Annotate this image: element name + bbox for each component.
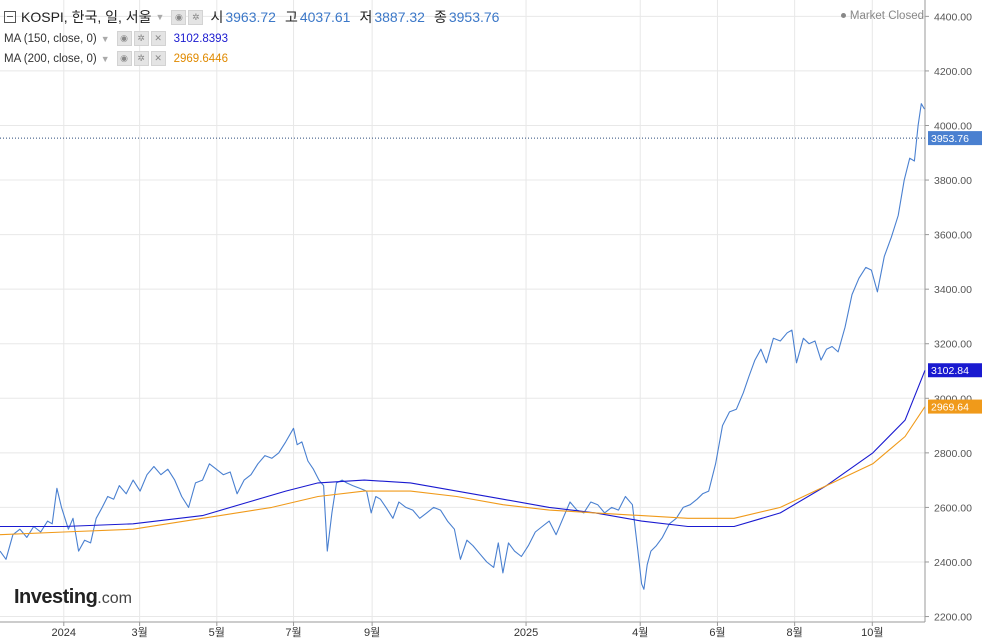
ma150-value: 3102.8393 — [173, 32, 228, 45]
investing-logo: Investing.com — [14, 586, 132, 609]
y-tick-label: 4000.00 — [934, 120, 972, 132]
y-tick-label: 3800.00 — [934, 175, 972, 187]
y-tick-label: 2200.00 — [934, 612, 972, 624]
chevron-down-icon[interactable]: ▼ — [155, 12, 165, 22]
high-value: 4037.61 — [299, 9, 351, 25]
gear-icon[interactable]: ✲ — [188, 9, 204, 25]
last-price-badge: 3953.76 — [931, 133, 969, 145]
x-tick-label: 9월 — [364, 626, 380, 639]
market-status-text: Market Closed — [849, 10, 924, 22]
low-value: 3887.32 — [374, 9, 425, 25]
open-label: 시 — [210, 9, 224, 25]
close-icon[interactable]: ✕ — [150, 31, 166, 46]
ma150-legend: MA (150, close, 0) ▼ ◉ ✲ ✕ 3102.8393 — [4, 31, 228, 46]
eye-icon[interactable]: ◉ — [171, 9, 187, 25]
ma150-badge-bg — [928, 363, 982, 378]
eye-icon[interactable]: ◉ — [116, 51, 132, 66]
y-tick-label: 4200.00 — [934, 66, 972, 78]
x-tick-label: 2024 — [52, 627, 76, 639]
ma150-badge: 3102.84 — [931, 365, 969, 377]
x-tick-label: 6월 — [709, 626, 725, 639]
close-value: 3953.76 — [448, 9, 500, 25]
high-label: 고 — [284, 9, 298, 25]
y-tick-label: 4400.00 — [934, 11, 972, 23]
low-label: 저 — [359, 9, 373, 25]
y-tick-label: 2800.00 — [934, 448, 972, 460]
x-tick-label: 4월 — [632, 626, 648, 639]
ma150-line — [0, 370, 926, 528]
close-label: 종 — [433, 9, 447, 25]
y-tick-label: 3600.00 — [934, 230, 972, 242]
ma200-legend: MA (200, close, 0) ▼ ◉ ✲ ✕ 2969.6446 — [4, 51, 228, 66]
x-tick-label: 10월 — [861, 626, 883, 639]
chevron-down-icon[interactable]: ▼ — [100, 53, 110, 64]
eye-icon[interactable]: ◉ — [116, 31, 132, 46]
chevron-down-icon[interactable]: ▼ — [100, 33, 110, 44]
x-tick-label: 7월 — [285, 626, 301, 639]
ma150-label[interactable]: MA (150, close, 0) — [4, 32, 97, 45]
y-tick-label: 3200.00 — [934, 339, 972, 351]
symbol-title[interactable]: KOSPI, 한국, 일, 서울 — [21, 9, 152, 25]
status-dot-icon — [840, 13, 846, 19]
chart-header: KOSPI, 한국, 일, 서울 ▼ ◉ ✲ 시 3963.72 고 4037.61 … — [4, 7, 503, 27]
ma200-value: 2969.6446 — [173, 52, 228, 65]
ma200-label[interactable]: MA (200, close, 0) — [4, 52, 97, 65]
x-tick-label: 2025 — [514, 627, 538, 639]
gear-icon[interactable]: ✲ — [133, 51, 149, 66]
ma200-line — [0, 406, 926, 536]
y-tick-label: 3400.00 — [934, 284, 972, 296]
last-price-badge-bg — [928, 131, 982, 146]
x-tick-label: 5월 — [209, 626, 225, 639]
gear-icon[interactable]: ✲ — [133, 31, 149, 46]
open-value: 3963.72 — [225, 9, 276, 25]
market-status: Market Closed — [840, 10, 924, 22]
ma200-badge: 2969.64 — [931, 402, 969, 414]
x-tick-label: 3월 — [131, 626, 147, 639]
collapse-icon[interactable] — [4, 11, 16, 23]
ma200-badge-bg — [928, 399, 982, 414]
y-tick-label: 2600.00 — [934, 502, 972, 514]
logo-suffix: .com — [97, 590, 132, 607]
price-line — [0, 103, 925, 590]
y-tick-label: 2400.00 — [934, 557, 972, 569]
x-tick-label: 8월 — [787, 626, 803, 639]
logo-name: Investing — [14, 586, 98, 608]
close-icon[interactable]: ✕ — [150, 51, 166, 66]
